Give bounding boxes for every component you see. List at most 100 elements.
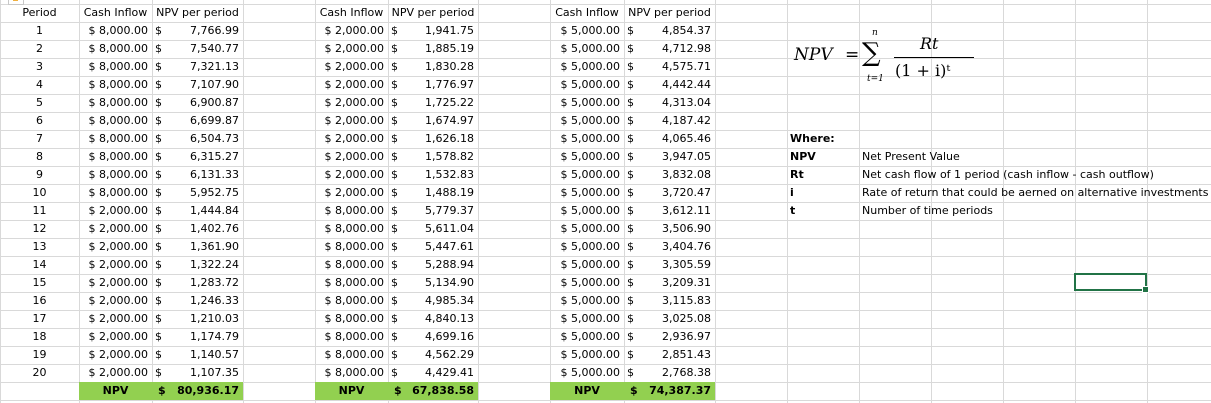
legend-definition[interactable]: Rate of return that could be aerned on a… bbox=[862, 186, 1209, 199]
npv-per-period-cell[interactable]: 6,504.73 bbox=[190, 132, 239, 145]
cash-inflow-cell[interactable]: $ 5,000.00 bbox=[560, 312, 620, 325]
period-cell[interactable]: 14 bbox=[32, 258, 47, 271]
cash-inflow-cell[interactable]: $ 2,000.00 bbox=[324, 60, 384, 73]
period-cell[interactable]: 6 bbox=[36, 114, 43, 127]
cash-inflow-cell[interactable]: $ 8,000.00 bbox=[324, 240, 384, 253]
period-cell[interactable]: 20 bbox=[32, 366, 47, 379]
cash-inflow-cell[interactable]: $ 2,000.00 bbox=[88, 258, 148, 271]
cash-inflow-cell[interactable]: $ 2,000.00 bbox=[324, 150, 384, 163]
cash-inflow-cell[interactable]: $ 8,000.00 bbox=[88, 150, 148, 163]
npv-per-period-cell[interactable]: 1,532.83 bbox=[425, 168, 474, 181]
npv-per-period-header[interactable]: NPV per period bbox=[628, 6, 711, 19]
npv-per-period-cell[interactable]: 7,540.77 bbox=[190, 42, 239, 55]
legend-definition[interactable]: Net cash flow of 1 period (cash inflow -… bbox=[862, 168, 1154, 181]
npv-per-period-cell[interactable]: 3,209.31 bbox=[662, 276, 711, 289]
period-cell[interactable]: 12 bbox=[32, 222, 47, 235]
npv-per-period-cell[interactable]: 4,187.42 bbox=[662, 114, 711, 127]
legend-term[interactable]: t bbox=[790, 204, 796, 217]
npv-per-period-cell[interactable]: 1,674.97 bbox=[425, 114, 474, 127]
cash-inflow-cell[interactable]: $ 8,000.00 bbox=[88, 132, 148, 145]
period-cell[interactable]: 9 bbox=[36, 168, 43, 181]
npv-per-period-cell[interactable]: 3,404.76 bbox=[662, 240, 711, 253]
npv-per-period-cell[interactable]: 2,936.97 bbox=[662, 330, 711, 343]
npv-per-period-cell[interactable]: 5,288.94 bbox=[425, 258, 474, 271]
cash-inflow-cell[interactable]: $ 2,000.00 bbox=[88, 240, 148, 253]
legend-term[interactable]: i bbox=[790, 186, 794, 199]
cash-inflow-header[interactable]: Cash Inflow bbox=[319, 6, 384, 19]
npv-per-period-cell[interactable]: 1,246.33 bbox=[190, 294, 239, 307]
npv-per-period-cell[interactable]: 3,305.59 bbox=[662, 258, 711, 271]
period-cell[interactable]: 2 bbox=[36, 42, 43, 55]
cash-inflow-cell[interactable]: $ 5,000.00 bbox=[560, 132, 620, 145]
npv-per-period-cell[interactable]: 2,851.43 bbox=[662, 348, 711, 361]
cash-inflow-cell[interactable]: $ 2,000.00 bbox=[324, 132, 384, 145]
cash-inflow-cell[interactable]: $ 5,000.00 bbox=[560, 168, 620, 181]
cash-inflow-cell[interactable]: $ 2,000.00 bbox=[88, 276, 148, 289]
npv-per-period-cell[interactable]: 5,611.04 bbox=[425, 222, 474, 235]
npv-per-period-cell[interactable]: 3,506.90 bbox=[662, 222, 711, 235]
npv-per-period-cell[interactable]: 5,447.61 bbox=[425, 240, 474, 253]
period-cell[interactable]: 7 bbox=[36, 132, 43, 145]
cash-inflow-cell[interactable]: $ 5,000.00 bbox=[560, 258, 620, 271]
cash-inflow-cell[interactable]: $ 8,000.00 bbox=[324, 312, 384, 325]
legend-term[interactable]: NPV bbox=[790, 150, 816, 163]
cash-inflow-cell[interactable]: $ 2,000.00 bbox=[324, 114, 384, 127]
cash-inflow-cell[interactable]: $ 5,000.00 bbox=[560, 366, 620, 379]
npv-per-period-cell[interactable]: 6,131.33 bbox=[190, 168, 239, 181]
npv-per-period-cell[interactable]: 1,830.28 bbox=[425, 60, 474, 73]
cash-inflow-cell[interactable]: $ 5,000.00 bbox=[560, 24, 620, 37]
cash-inflow-cell[interactable]: $ 2,000.00 bbox=[88, 348, 148, 361]
cash-inflow-cell[interactable]: $ 8,000.00 bbox=[88, 78, 148, 91]
period-cell[interactable]: 17 bbox=[32, 312, 47, 325]
cash-inflow-cell[interactable]: $ 2,000.00 bbox=[324, 78, 384, 91]
cash-inflow-cell[interactable]: $ 2,000.00 bbox=[88, 222, 148, 235]
legend-definition[interactable]: Net Present Value bbox=[862, 150, 960, 163]
cash-inflow-cell[interactable]: $ 2,000.00 bbox=[88, 294, 148, 307]
npv-per-period-cell[interactable]: 3,115.83 bbox=[662, 294, 711, 307]
cash-inflow-cell[interactable]: $ 8,000.00 bbox=[88, 186, 148, 199]
cash-inflow-cell[interactable]: $ 8,000.00 bbox=[88, 114, 148, 127]
npv-per-period-cell[interactable]: 3,832.08 bbox=[662, 168, 711, 181]
cash-inflow-cell[interactable]: $ 5,000.00 bbox=[560, 114, 620, 127]
period-header[interactable]: Period bbox=[22, 6, 57, 19]
npv-per-period-cell[interactable]: 4,429.41 bbox=[425, 366, 474, 379]
npv-per-period-cell[interactable]: 7,107.90 bbox=[190, 78, 239, 91]
cash-inflow-cell[interactable]: $ 5,000.00 bbox=[560, 78, 620, 91]
npv-per-period-cell[interactable]: 4,065.46 bbox=[662, 132, 711, 145]
npv-per-period-cell[interactable]: 5,134.90 bbox=[425, 276, 474, 289]
paste-options-icon[interactable] bbox=[8, 0, 24, 5]
npv-per-period-cell[interactable]: 4,562.29 bbox=[425, 348, 474, 361]
cash-inflow-cell[interactable]: $ 2,000.00 bbox=[324, 168, 384, 181]
legend-definition[interactable]: Number of time periods bbox=[862, 204, 993, 217]
cash-inflow-cell[interactable]: $ 5,000.00 bbox=[560, 204, 620, 217]
cash-inflow-cell[interactable]: $ 8,000.00 bbox=[324, 330, 384, 343]
npv-per-period-cell[interactable]: 3,025.08 bbox=[662, 312, 711, 325]
npv-per-period-cell[interactable]: 4,840.13 bbox=[425, 312, 474, 325]
npv-per-period-cell[interactable]: 6,315.27 bbox=[190, 150, 239, 163]
cash-inflow-cell[interactable]: $ 8,000.00 bbox=[324, 348, 384, 361]
cash-inflow-cell[interactable]: $ 2,000.00 bbox=[324, 42, 384, 55]
npv-per-period-cell[interactable]: 4,442.44 bbox=[662, 78, 711, 91]
cash-inflow-header[interactable]: Cash Inflow bbox=[555, 6, 619, 19]
cash-inflow-cell[interactable]: $ 5,000.00 bbox=[560, 42, 620, 55]
fill-handle[interactable] bbox=[1142, 286, 1149, 293]
cash-inflow-cell[interactable]: $ 2,000.00 bbox=[88, 312, 148, 325]
npv-per-period-cell[interactable]: 5,952.75 bbox=[190, 186, 239, 199]
period-cell[interactable]: 8 bbox=[36, 150, 43, 163]
npv-per-period-cell[interactable]: 1,776.97 bbox=[425, 78, 474, 91]
npv-per-period-cell[interactable]: 1,107.35 bbox=[190, 366, 239, 379]
npv-per-period-cell[interactable]: 6,900.87 bbox=[190, 96, 239, 109]
npv-per-period-cell[interactable]: 1,488.19 bbox=[425, 186, 474, 199]
cash-inflow-cell[interactable]: $ 5,000.00 bbox=[560, 96, 620, 109]
npv-per-period-header[interactable]: NPV per period bbox=[156, 6, 239, 19]
period-cell[interactable]: 10 bbox=[32, 186, 47, 199]
npv-per-period-cell[interactable]: 7,321.13 bbox=[190, 60, 239, 73]
period-cell[interactable]: 18 bbox=[32, 330, 47, 343]
cash-inflow-cell[interactable]: $ 2,000.00 bbox=[88, 330, 148, 343]
npv-per-period-cell[interactable]: 1,725.22 bbox=[425, 96, 474, 109]
npv-per-period-cell[interactable]: 2,768.38 bbox=[662, 366, 711, 379]
npv-total-value[interactable]: 74,387.37 bbox=[649, 384, 711, 397]
npv-per-period-cell[interactable]: 3,720.47 bbox=[662, 186, 711, 199]
cash-inflow-cell[interactable]: $ 2,000.00 bbox=[324, 24, 384, 37]
cash-inflow-cell[interactable]: $ 5,000.00 bbox=[560, 276, 620, 289]
